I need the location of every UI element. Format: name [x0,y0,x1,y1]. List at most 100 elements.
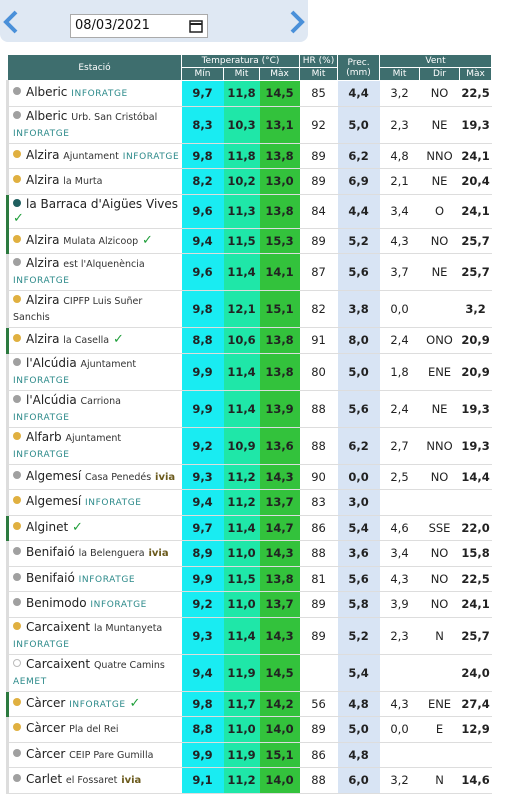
station-detail: Mulata Alzicoop [63,235,139,247]
station-cell: Carcaixent la Muntanyeta INFORATGE [6,617,182,655]
status-dot [13,547,21,556]
station-row: Benifaió INFORATGE 9,9 11,5 13,8 81 5,6 4,3 NO 2… [6,566,492,592]
station-detail: la Muntanyeta [93,622,163,634]
value-cell: 14,2 [259,691,300,717]
status-dot [13,334,21,343]
value-cell: 14,3 [259,464,300,490]
station-name: Carcaixent [26,656,91,671]
station-row: Alzira CIPFP Luis Suñer Sanchis 9,8 12,1 15… [6,290,492,328]
value-cell: 90 [299,464,338,490]
value-cell: 6,2 [337,143,380,169]
value-cell: 87 [299,253,338,291]
station-row: Alzira Ajuntament INFORATGE 9,8 11,8 13,8 89… [6,143,492,169]
value-cell: 9,4 [181,228,224,254]
value-cell: 11,8 [223,80,260,107]
value-cell: 9,9 [181,566,224,592]
value-cell: 19,3 [459,106,492,144]
value-cell: 82 [299,290,338,328]
station-row: Alzira est l'Alquenència INFORATGE 9,6 11,… [6,253,492,291]
value-cell: 4,3 [379,691,420,717]
value-cell: 19,3 [459,390,492,428]
station-row: l'Alcúdia Carriona INFORATGE 9,9 11,4 13,9 8… [6,390,492,428]
station-row: Alberic Urb. San Cristóbal INFORATGE 8,3 1… [6,106,492,144]
value-cell: 11,2 [223,464,260,490]
value-cell: 9,2 [181,427,224,465]
check-icon: ✓ [129,695,141,711]
value-cell: 11,4 [223,617,260,655]
value-cell: 13,8 [259,194,300,229]
value-cell [379,654,420,692]
value-cell [419,489,460,516]
header-humidity: HR (%) [299,54,339,68]
value-cell: 3,4 [379,540,420,567]
next-day[interactable] [288,10,306,34]
value-cell: 14,5 [259,80,300,107]
value-cell: 83 [299,489,338,516]
source-tag: INFORATGE [13,412,70,423]
calendar-icon[interactable] [189,19,203,33]
value-cell: 85 [299,80,338,107]
value-cell: 4,8 [337,742,380,768]
station-name: Alginet [26,520,69,535]
value-cell: 13,1 [259,106,300,144]
value-cell: 3,8 [337,290,380,328]
station-detail: el Fossaret [65,775,118,787]
value-cell: N [419,617,460,655]
value-cell: NNO [419,427,460,465]
value-cell: 8,9 [181,540,224,567]
value-cell: 89 [299,716,338,743]
status-dot [13,234,21,243]
station-detail: Pla del Rei [69,724,119,736]
value-cell: 0,0 [379,290,420,328]
sub-header: Màx [459,67,493,81]
value-cell: 22,0 [459,515,492,541]
value-cell [379,489,420,516]
value-cell: 10,9 [223,427,260,465]
value-cell: 2,5 [379,464,420,490]
value-cell: 13,8 [259,327,300,354]
value-cell: 9,6 [181,253,224,291]
station-detail: Carriona [80,395,121,407]
value-cell: 11,0 [223,716,260,743]
status-dot [13,431,21,440]
value-cell: 9,9 [181,390,224,428]
value-cell: ENE [419,353,460,391]
station-name: Benimodo [26,596,87,611]
value-cell: 1,8 [379,353,420,391]
value-cell: 8,8 [181,327,224,354]
source-tag: INFORATGE [85,498,142,509]
value-cell: NE [419,106,460,144]
sub-header: Màx [258,67,301,81]
page: 08/03/2021 Estació Temperatura (°C) HR (… [0,0,493,794]
station-detail: CIPFP Luis Suñer Sanchis [13,296,143,323]
value-cell: 11,4 [223,353,260,391]
value-cell: 3,2 [379,80,420,107]
station-cell: Càrcer CEIP Pare Gumilla [6,742,182,768]
header-station: Estació [7,54,182,81]
source-tag: INFORATGE [13,276,70,286]
status-dot [13,598,21,607]
station-row: Alberic INFORATGE 9,7 11,8 14,5 85 4,4 3,2 NO 22… [6,80,492,107]
value-cell: 4,3 [379,228,420,254]
prev-day[interactable] [2,10,20,34]
value-cell [419,290,460,328]
date-input[interactable]: 08/03/2021 [70,14,208,38]
value-cell: 11,9 [223,742,260,768]
value-cell: 80 [299,353,338,391]
value-cell: 4,8 [337,691,380,717]
value-cell: 13,6 [259,427,300,465]
value-cell: 92 [299,106,338,144]
value-cell: 88 [299,390,338,428]
value-cell: 14,3 [259,540,300,567]
value-cell: 84 [299,194,338,229]
station-name: Carcaixent [26,619,91,634]
value-cell: 89 [299,591,338,618]
station-name: Alfarb [26,429,62,444]
value-cell: 88 [299,427,338,465]
value-cell: 9,8 [181,691,224,717]
station-cell: Alzira la Casella ✓ [6,327,182,354]
value-cell: N [419,767,460,794]
value-cell: 89 [299,168,338,195]
station-row: Alzira la Murta 8,2 10,2 13,0 89 6,9 2,1 NE 20,4 [6,168,492,195]
value-cell: 4,6 [379,515,420,541]
